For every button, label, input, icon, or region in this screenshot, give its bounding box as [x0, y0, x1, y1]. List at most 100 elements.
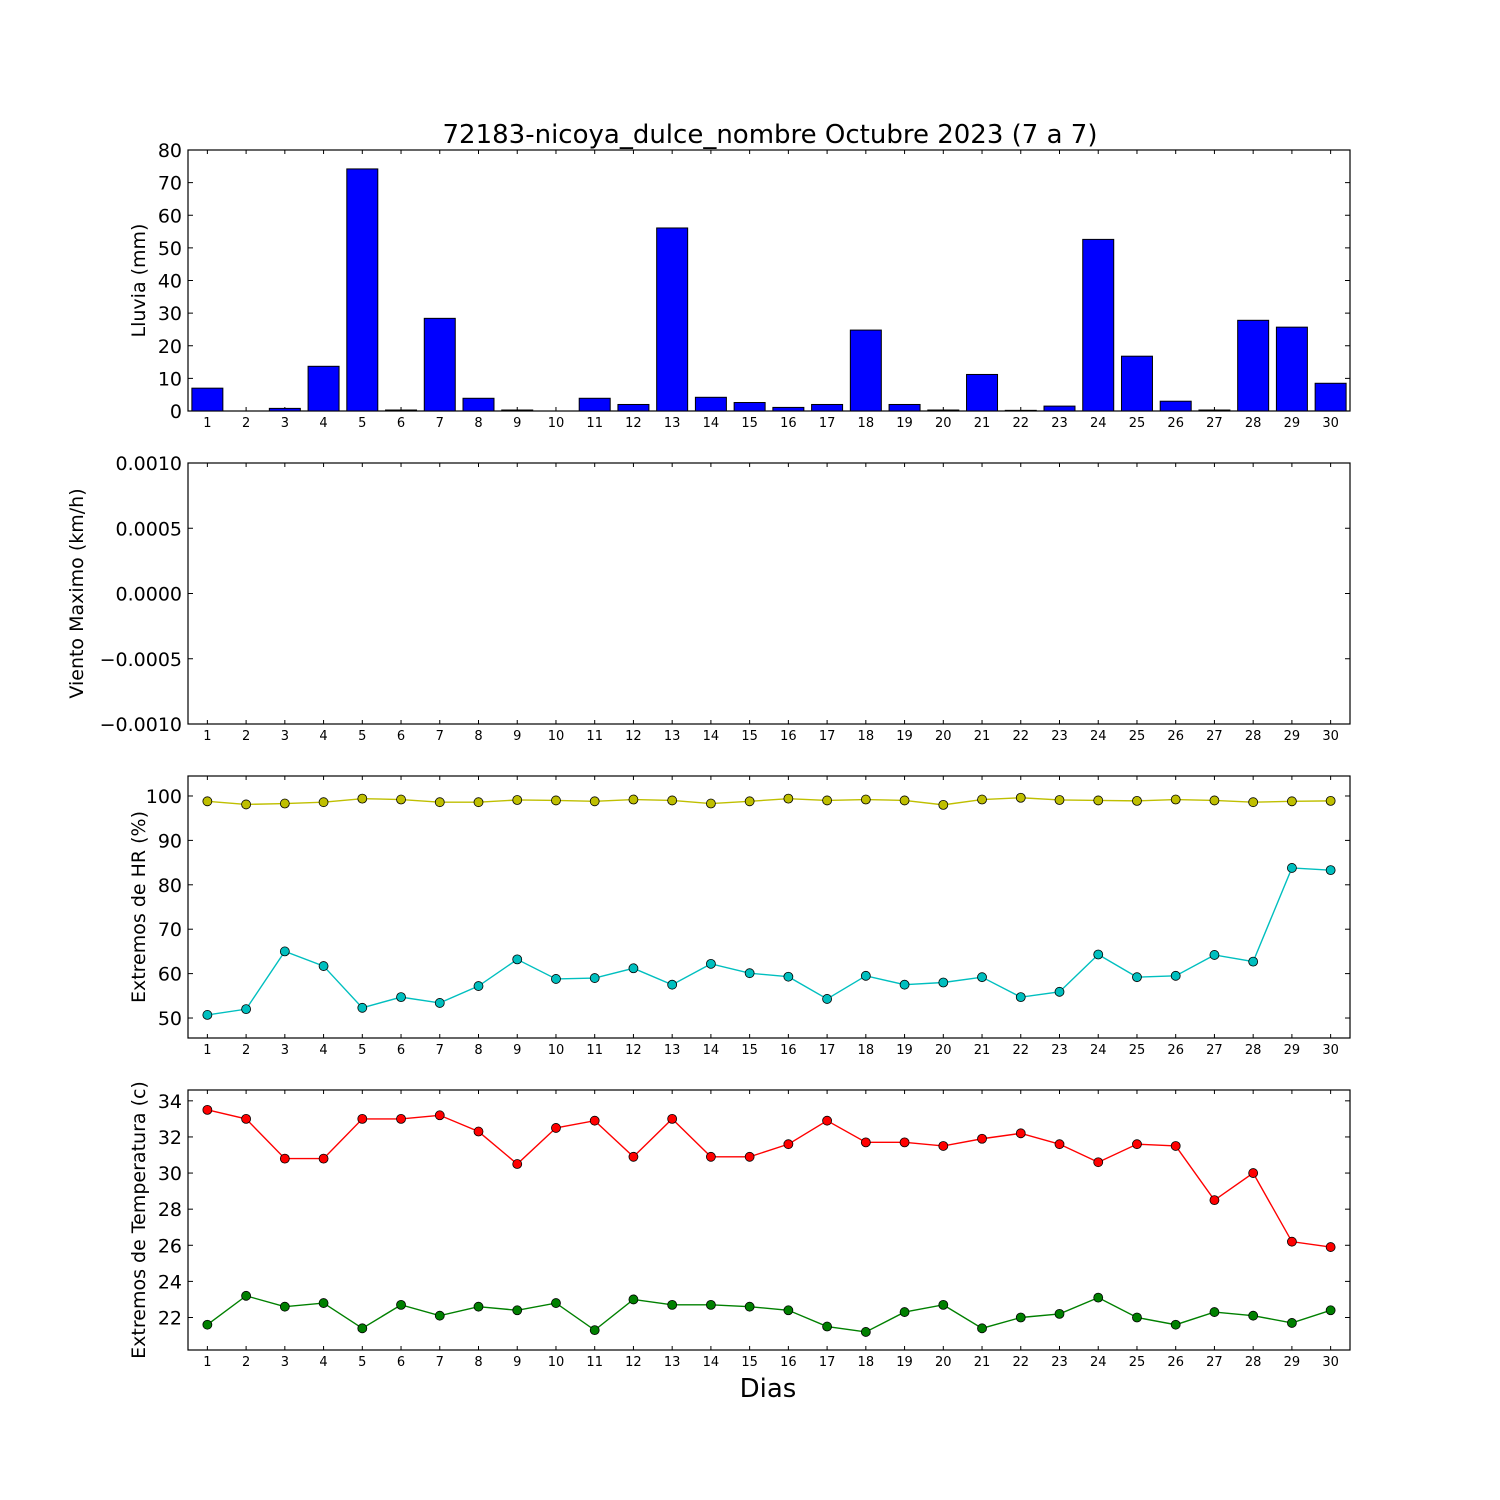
wind-xtick-label: 17 — [819, 729, 836, 744]
temperature-data-point — [1209, 1195, 1220, 1206]
temperature-xtick-label: 23 — [1051, 1355, 1068, 1370]
temperature-xtick-label: 6 — [397, 1355, 405, 1370]
humidity-data-point — [1132, 972, 1142, 983]
wind-xtick-label: 13 — [664, 729, 681, 744]
temperature-data-point — [279, 1153, 290, 1164]
temperature-xtick-label: 18 — [858, 1355, 875, 1370]
rain-xtick-label: 17 — [819, 416, 836, 431]
temperature-data-point — [241, 1290, 252, 1301]
humidity-data-point — [860, 970, 871, 981]
temperature-data-point — [589, 1115, 600, 1126]
temperature-data-point — [357, 1113, 368, 1124]
wind-xtick-label: 5 — [358, 729, 366, 744]
humidity-xtick-label: 9 — [513, 1043, 521, 1058]
humidity-data-point — [1287, 796, 1297, 807]
humidity-data-point — [318, 797, 329, 808]
temperature-xtick-label: 7 — [436, 1355, 444, 1370]
wind-xtick-label: 3 — [281, 729, 289, 744]
temperature-data-point — [241, 1113, 252, 1124]
rain-xtick-label: 14 — [703, 416, 720, 431]
rain-bar — [191, 387, 224, 412]
humidity-data-point — [202, 1010, 213, 1020]
wind-xtick-label: 6 — [397, 729, 405, 744]
humidity-data-point — [1093, 949, 1104, 960]
humidity-data-point — [1054, 795, 1065, 805]
rain-bar — [346, 168, 379, 412]
humidity-data-point — [1132, 795, 1142, 806]
wind-xtick-label: 12 — [625, 729, 642, 744]
humidity-ytick-label: 50 — [158, 1008, 182, 1030]
humidity-data-point — [551, 795, 561, 806]
temperature-ytick-label: 26 — [158, 1235, 182, 1257]
humidity-data-point — [628, 963, 639, 974]
wind-xtick-label: 15 — [741, 729, 758, 744]
humidity-xtick-label: 5 — [358, 1043, 366, 1058]
rain-xtick-label: 7 — [436, 416, 444, 431]
temperature-xtick-label: 3 — [281, 1355, 289, 1370]
rain-xtick-label: 4 — [319, 416, 327, 431]
wind-xtick-label: 2 — [242, 729, 250, 744]
wind-xtick-label: 16 — [780, 729, 797, 744]
temperature-data-point — [473, 1126, 484, 1137]
humidity-series-line-2 — [207, 867, 1331, 1016]
rain-ytick-label: 10 — [158, 368, 182, 390]
temperature-data-point — [434, 1110, 445, 1121]
temperature-data-point — [1209, 1307, 1220, 1317]
humidity-xtick-label: 21 — [974, 1043, 991, 1058]
rain-xtick-label: 29 — [1284, 416, 1301, 431]
humidity-data-point — [589, 796, 600, 807]
temperature-xtick-label: 10 — [548, 1355, 565, 1370]
rain-xtick-label: 12 — [625, 416, 642, 431]
temperature-xtick-label: 17 — [819, 1355, 836, 1370]
rain-bar — [849, 329, 882, 412]
temperature-data-point — [783, 1305, 794, 1316]
rain-bar — [656, 227, 689, 412]
rain-bar — [966, 373, 999, 412]
wind-xtick-label: 23 — [1051, 729, 1068, 744]
humidity-ytick-label: 90 — [158, 830, 182, 852]
wind-xtick-label: 27 — [1206, 729, 1223, 744]
rain-ytick-label: 30 — [158, 303, 182, 325]
temperature-xtick-label: 12 — [625, 1355, 642, 1370]
temperature-data-point — [1248, 1168, 1259, 1178]
temperature-data-point — [860, 1327, 871, 1337]
rain-xtick-label: 25 — [1129, 416, 1146, 431]
temperature-xtick-label: 20 — [935, 1355, 952, 1370]
rain-xtick-label: 28 — [1245, 416, 1262, 431]
humidity-xtick-label: 8 — [474, 1043, 482, 1058]
humidity-data-point — [783, 971, 794, 982]
humidity-data-point — [434, 797, 445, 808]
temperature-series-line-2 — [206, 1295, 1331, 1333]
humidity-data-point — [628, 794, 639, 805]
rain-bar — [501, 409, 534, 412]
humidity-data-point — [473, 797, 484, 808]
wind-ytick-label: −0.0005 — [100, 649, 182, 671]
humidity-data-point — [473, 981, 484, 991]
temperature-data-point — [1132, 1312, 1142, 1323]
wind-xtick-label: 19 — [896, 729, 913, 744]
wind-xtick-label: 1 — [203, 729, 211, 744]
humidity-data-point — [357, 793, 368, 804]
humidity-xtick-label: 20 — [935, 1043, 952, 1058]
humidity-ytick-label: 70 — [158, 919, 182, 941]
rain-bar — [1043, 405, 1076, 412]
temperature-ytick-label: 32 — [158, 1127, 182, 1149]
wind-xtick-label: 25 — [1129, 729, 1146, 744]
humidity-data-point — [822, 994, 832, 1004]
humidity-data-point — [1209, 795, 1220, 806]
rain-ytick-label: 40 — [158, 271, 182, 293]
rain-bar — [1314, 382, 1347, 412]
humidity-data-point — [1287, 863, 1297, 873]
wind-xtick-label: 29 — [1284, 729, 1301, 744]
humidity-data-point — [1248, 956, 1259, 967]
humidity-data-point — [512, 954, 523, 965]
humidity-data-point — [744, 968, 755, 979]
humidity-xtick-label: 4 — [319, 1043, 327, 1058]
temperature-data-point — [938, 1299, 949, 1310]
temperature-data-point — [706, 1299, 716, 1310]
rain-xtick-label: 19 — [896, 416, 913, 431]
temperature-xtick-label: 25 — [1129, 1355, 1146, 1370]
humidity-data-point — [1054, 986, 1065, 997]
